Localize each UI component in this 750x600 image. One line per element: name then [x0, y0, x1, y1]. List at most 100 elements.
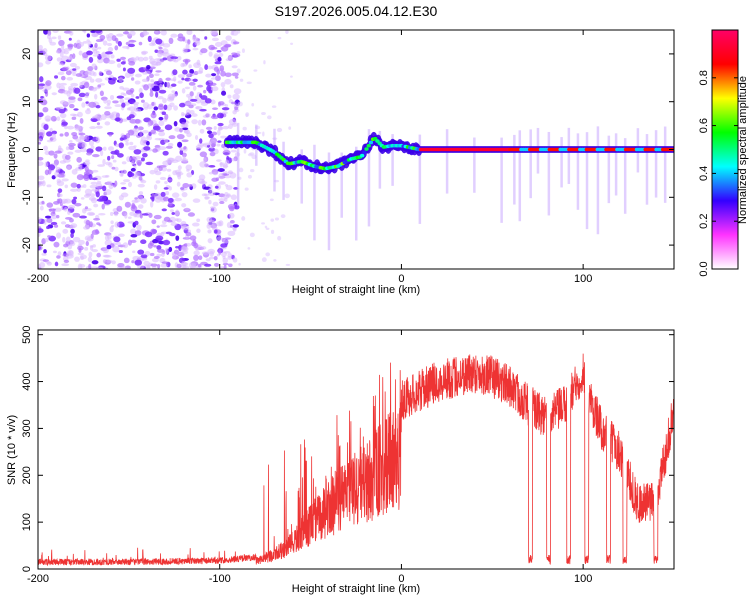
spectrogram-noise-cell — [109, 211, 114, 217]
spectrogram-noise-cell — [51, 92, 58, 96]
spectrogram-y-tick-label: 0 — [21, 146, 33, 152]
spectrogram-noise-cell — [175, 246, 179, 249]
spectrogram-noise-cell — [68, 37, 72, 41]
spectrogram-noise-cell — [160, 263, 168, 268]
spectrogram-noise-cell — [137, 204, 144, 209]
spectrogram-noise-cell — [91, 118, 98, 122]
spectrogram-noise-cell — [164, 181, 168, 185]
spectrogram-noise-cell — [68, 96, 76, 100]
spectrogram-noise-cell — [290, 42, 294, 46]
spectrogram-noise-cell — [169, 209, 174, 213]
spectrogram-noise-cell — [140, 239, 147, 245]
spectrogram-noise-cell — [193, 250, 200, 256]
spectrogram-noise-cell — [197, 84, 204, 88]
spectrogram-noise-cell — [78, 132, 86, 136]
spectrogram-noise-cell — [156, 225, 160, 228]
spectrogram-noise-cell — [74, 202, 82, 207]
spectrogram-noise-cell — [47, 30, 52, 36]
spectrogram-noise-cell — [180, 220, 187, 228]
spectrogram-noise-cell — [94, 42, 98, 48]
spectrogram-noise-cell — [89, 78, 95, 83]
spectrogram-noise-cell — [89, 70, 95, 76]
spectrogram-noise-cell — [210, 30, 218, 36]
spectrogram-noise-cell — [153, 245, 157, 248]
spectrogram-noise-cell — [111, 166, 116, 170]
spectrogram-noise-cell — [144, 107, 148, 110]
spectrogram-streak — [585, 132, 589, 230]
spectrogram-noise-cell — [201, 251, 210, 255]
spectrogram-noise-cell — [173, 105, 178, 111]
spectrogram-noise-cell — [103, 254, 112, 258]
spectrogram-streak — [518, 130, 522, 222]
colorbar-tick-label: 0.8 — [698, 70, 710, 85]
spectrogram-noise-cell — [170, 56, 179, 60]
spectrogram-noise-cell — [218, 101, 225, 106]
spectrogram-noise-cell — [224, 159, 230, 165]
spectrogram-noise-cell — [199, 93, 203, 98]
spectrogram-noise-cell — [191, 119, 198, 125]
spectrogram-x-tick-label: 0 — [398, 273, 404, 285]
spectrogram-noise-cell — [97, 58, 104, 64]
spectrogram-noise-cell — [61, 178, 69, 182]
spectrogram-streak — [236, 122, 240, 206]
spectrogram-noise-cell — [142, 56, 149, 61]
spectrogram-noise-cell — [146, 65, 151, 70]
spectrogram-noise-cell — [81, 102, 86, 108]
spectrogram-noise-cell — [154, 137, 162, 141]
spectrogram-noise-cell — [201, 119, 207, 126]
spectrogram-noise-cell — [127, 239, 132, 246]
spectrogram-noise-cell — [95, 136, 100, 141]
spectrogram-y-tick-label: -20 — [21, 237, 33, 253]
spectrogram-noise-cell — [38, 141, 42, 145]
spectrogram-noise-cell — [93, 217, 101, 221]
spectrogram-noise-cell — [162, 97, 167, 104]
spectrogram-noise-cell — [95, 229, 99, 234]
spectrogram-noise-cell — [232, 224, 239, 228]
spectrogram-noise-cell — [210, 206, 216, 209]
spectrogram-noise-cell — [166, 81, 171, 88]
spectrogram-noise-cell — [88, 251, 93, 258]
spectrogram-noise-cell — [116, 205, 123, 212]
spectrogram-noise-cell — [71, 116, 77, 120]
spectrogram-noise-cell — [222, 262, 229, 266]
spectrogram-noise-cell — [108, 183, 114, 190]
spectrogram-noise-cell — [100, 150, 104, 157]
spectrogram-noise-cell — [192, 85, 197, 91]
spectrogram-noise-cell — [209, 82, 217, 86]
spectrogram-noise-cell — [90, 193, 96, 198]
spectrogram-noise-cell — [112, 184, 117, 188]
spectrogram-noise-cell — [68, 145, 75, 151]
spectrogram-noise-cell — [50, 115, 57, 122]
spectrogram-noise-cell — [57, 71, 65, 76]
spectrogram-noise-cell — [85, 219, 91, 226]
spectrogram-noise-cell — [67, 204, 76, 210]
spectrogram-noise-cell — [284, 193, 290, 199]
spectrogram-streak — [663, 126, 667, 203]
spectrogram-noise-cell — [93, 203, 99, 208]
spectrogram-streak — [614, 133, 618, 196]
spectrogram-noise-cell — [208, 256, 215, 260]
spectrogram-noise-cell — [160, 30, 167, 36]
spectrogram-noise-cell — [89, 126, 97, 130]
spectrogram-noise-cell — [149, 201, 154, 208]
spectrogram-noise-cell — [67, 142, 76, 147]
spectrogram-noise-cell — [60, 75, 66, 81]
spectrogram-noise-cell — [290, 75, 293, 78]
spectrogram-noise-cell — [111, 224, 115, 228]
spectrogram-noise-cell — [224, 104, 229, 107]
spectrogram-noise-cell — [48, 208, 53, 212]
spectrogram-noise-cell — [165, 231, 172, 235]
spectrogram-noise-cell — [145, 161, 154, 166]
spectrogram-noise-cell — [95, 125, 103, 129]
spectrogram-noise-cell — [56, 116, 61, 121]
colorbar-tick-label: 0.0 — [698, 261, 710, 276]
spectrogram-noise-cell — [242, 126, 247, 131]
spectrogram-noise-cell — [187, 212, 196, 217]
spectrogram-noise-cell — [86, 33, 91, 38]
colorbar-gradient — [711, 29, 739, 270]
spectrogram-noise-cell — [57, 173, 65, 178]
spectrogram-noise-cell — [138, 41, 143, 46]
spectrogram-noise-cell — [59, 133, 64, 137]
spectrogram-noise-cell — [56, 57, 63, 62]
